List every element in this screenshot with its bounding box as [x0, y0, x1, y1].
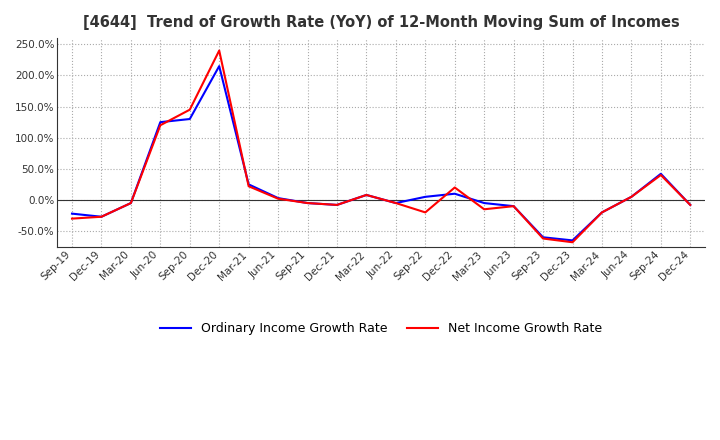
Ordinary Income Growth Rate [127, 200, 135, 205]
Ordinary Income Growth Rate [333, 202, 341, 208]
Line: Net Income Growth Rate: Net Income Growth Rate [72, 51, 690, 242]
Legend: Ordinary Income Growth Rate, Net Income Growth Rate: Ordinary Income Growth Rate, Net Income … [156, 318, 607, 341]
Ordinary Income Growth Rate [421, 194, 430, 199]
Net Income Growth Rate [68, 216, 76, 221]
Net Income Growth Rate [333, 202, 341, 208]
Ordinary Income Growth Rate [244, 182, 253, 187]
Net Income Growth Rate [127, 200, 135, 205]
Net Income Growth Rate [362, 192, 371, 198]
Net Income Growth Rate [421, 210, 430, 215]
Net Income Growth Rate [598, 210, 606, 215]
Net Income Growth Rate [539, 236, 547, 241]
Ordinary Income Growth Rate [657, 171, 665, 176]
Net Income Growth Rate [303, 200, 312, 205]
Net Income Growth Rate [627, 194, 636, 199]
Net Income Growth Rate [244, 183, 253, 189]
Ordinary Income Growth Rate [568, 238, 577, 243]
Net Income Growth Rate [186, 107, 194, 112]
Net Income Growth Rate [480, 207, 488, 212]
Ordinary Income Growth Rate [156, 120, 165, 125]
Net Income Growth Rate [657, 172, 665, 178]
Ordinary Income Growth Rate [186, 117, 194, 122]
Ordinary Income Growth Rate [451, 191, 459, 196]
Ordinary Income Growth Rate [215, 63, 223, 69]
Ordinary Income Growth Rate [480, 200, 488, 205]
Ordinary Income Growth Rate [627, 194, 636, 199]
Ordinary Income Growth Rate [392, 200, 400, 205]
Ordinary Income Growth Rate [598, 210, 606, 215]
Ordinary Income Growth Rate [97, 214, 106, 220]
Ordinary Income Growth Rate [686, 202, 695, 208]
Ordinary Income Growth Rate [539, 235, 547, 240]
Net Income Growth Rate [156, 123, 165, 128]
Line: Ordinary Income Growth Rate: Ordinary Income Growth Rate [72, 66, 690, 240]
Ordinary Income Growth Rate [68, 211, 76, 216]
Net Income Growth Rate [392, 200, 400, 205]
Net Income Growth Rate [451, 185, 459, 190]
Net Income Growth Rate [509, 204, 518, 209]
Net Income Growth Rate [215, 48, 223, 53]
Net Income Growth Rate [97, 214, 106, 220]
Net Income Growth Rate [568, 240, 577, 245]
Net Income Growth Rate [274, 196, 282, 202]
Title: [4644]  Trend of Growth Rate (YoY) of 12-Month Moving Sum of Incomes: [4644] Trend of Growth Rate (YoY) of 12-… [83, 15, 680, 30]
Ordinary Income Growth Rate [274, 195, 282, 201]
Ordinary Income Growth Rate [509, 204, 518, 209]
Ordinary Income Growth Rate [362, 192, 371, 198]
Ordinary Income Growth Rate [303, 200, 312, 205]
Net Income Growth Rate [686, 202, 695, 208]
